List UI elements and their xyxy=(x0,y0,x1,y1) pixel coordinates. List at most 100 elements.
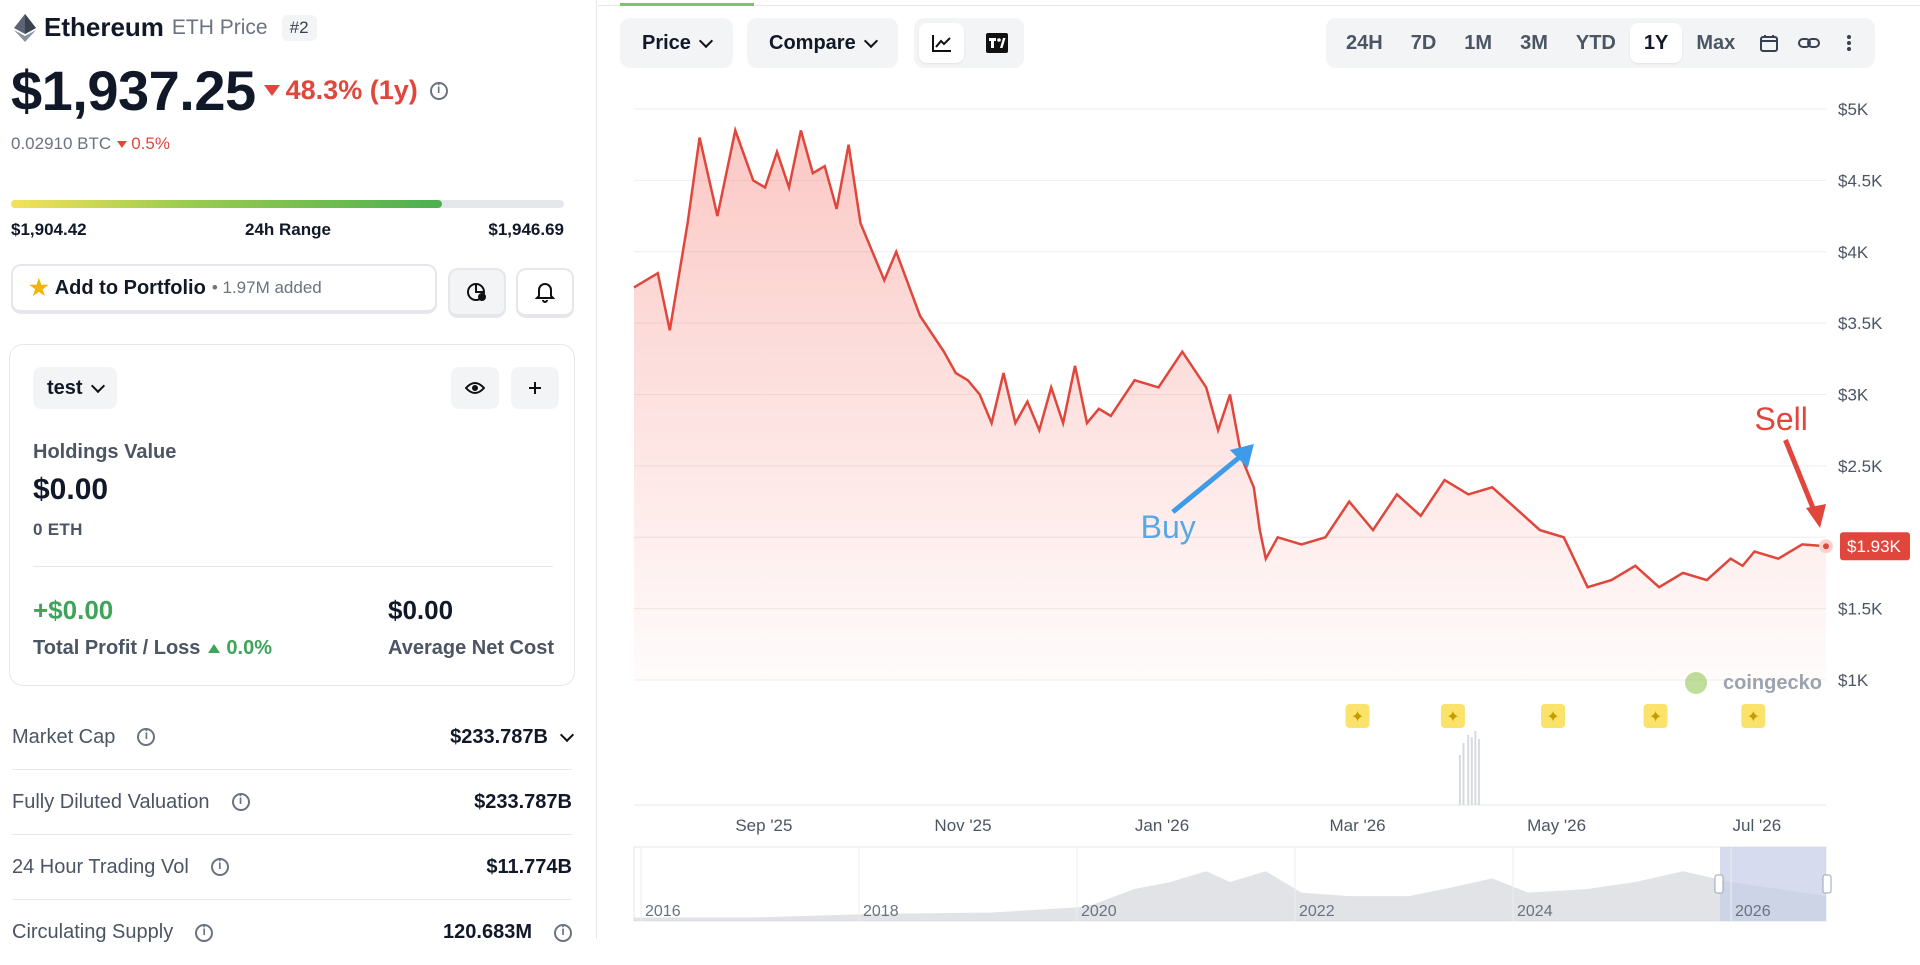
compare-dropdown-label: Compare xyxy=(769,31,856,54)
add-transaction-button[interactable] xyxy=(511,367,559,409)
range-24h-low: $1,904.42 xyxy=(11,220,87,239)
compare-dropdown[interactable]: Compare xyxy=(747,18,898,68)
coingecko-logo-icon xyxy=(1685,672,1707,694)
buy-arrowhead xyxy=(1229,444,1254,468)
event-marker xyxy=(1541,704,1566,728)
price-alert-button[interactable] xyxy=(516,268,574,318)
range-max-button[interactable]: Max xyxy=(1696,31,1736,54)
share-link-button[interactable] xyxy=(1789,23,1829,63)
price-change-1y: 48.3% (1y) xyxy=(263,75,418,106)
event-marker xyxy=(1345,704,1370,728)
average-net-cost-label: Average Net Cost xyxy=(388,637,554,659)
y-tick-label: $5K xyxy=(1838,100,1869,119)
info-icon[interactable] xyxy=(137,728,156,746)
navigator-area xyxy=(634,871,1826,921)
coin-symbol-label: ETH Price xyxy=(171,15,268,39)
coin-header: Ethereum ETH Price #2 xyxy=(14,12,317,43)
coin-info-panel: Ethereum ETH Price #2 $1,937.25 48.3% (1… xyxy=(0,0,598,943)
buy-arrow xyxy=(1171,450,1248,514)
price-chart[interactable]: $5K $4.5K $4K $3.5K $3K $2.5K $1.5K $1K Sep '25… xyxy=(598,0,1920,939)
range-3m-button[interactable]: 3M xyxy=(1520,31,1548,54)
pie-chart-icon xyxy=(467,283,486,301)
profit-loss-pct-value: 0.0% xyxy=(226,637,273,659)
divider xyxy=(33,566,553,567)
sell-arrow xyxy=(1783,439,1820,519)
portfolio-select[interactable]: test xyxy=(33,367,117,409)
coin-price: $1,937.25 xyxy=(11,59,256,122)
btc-change-value: 0.5% xyxy=(131,134,170,153)
price-line xyxy=(633,125,1827,589)
range-ytd-button[interactable]: YTD xyxy=(1575,31,1616,54)
info-icon[interactable] xyxy=(429,81,448,100)
volume-bar xyxy=(1470,737,1473,805)
add-to-portfolio-button[interactable]: ★ Add to Portfolio • 1.97M added xyxy=(11,264,437,314)
price-dropdown-label: Price xyxy=(642,31,691,54)
navigator-selection[interactable] xyxy=(1720,847,1826,921)
x-tick-label: Mar '26 xyxy=(1329,816,1385,835)
sell-arrowhead xyxy=(1806,504,1827,528)
volume-bar xyxy=(1477,739,1480,805)
stat-label: Circulating Supply xyxy=(12,921,174,943)
bell-icon xyxy=(535,283,555,303)
plus-icon xyxy=(529,382,541,394)
x-tick-label: Jul '26 xyxy=(1733,816,1782,835)
stat-label: Market Cap xyxy=(12,725,116,748)
price-row: $1,937.25 48.3% (1y) xyxy=(11,58,448,123)
range-7d-button[interactable]: 7D xyxy=(1410,31,1437,54)
sell-annotation: Sell xyxy=(1754,401,1827,528)
range-1m-button[interactable]: 1M xyxy=(1464,31,1493,54)
stat-value: 120.683M xyxy=(443,921,532,943)
sparkle-icon: ✦ xyxy=(1351,707,1364,726)
holdings-eth: 0 ETH xyxy=(33,520,83,539)
price-dropdown[interactable]: Price xyxy=(620,18,733,68)
volume-bar xyxy=(1474,731,1477,805)
range-24h-fill xyxy=(11,200,443,208)
current-price-marker: $1.93K xyxy=(1819,532,1910,561)
sell-label: Sell xyxy=(1754,401,1807,437)
navigator-right-handle[interactable] xyxy=(1822,874,1832,894)
panel-divider xyxy=(596,0,597,939)
more-options-button[interactable] xyxy=(1829,23,1869,63)
current-price-label: $1.93K xyxy=(1847,537,1902,556)
price-change-1y-value: 48.3% (1y) xyxy=(285,75,418,105)
y-tick-label: $1K xyxy=(1838,671,1869,690)
down-triangle-icon xyxy=(263,85,280,96)
volume-bars xyxy=(1458,731,1480,805)
date-range-button[interactable] xyxy=(1749,23,1789,63)
tradingview-button[interactable] xyxy=(974,23,1019,63)
portfolio-toggle-button[interactable] xyxy=(448,268,506,318)
stat-trading-volume: 24 Hour Trading Vol $11.774B xyxy=(12,835,572,900)
toggle-visibility-button[interactable] xyxy=(451,367,499,409)
profit-loss-label: Total Profit / Loss xyxy=(33,637,201,659)
navigator-year: 2024 xyxy=(1517,903,1553,920)
more-vertical-icon xyxy=(1847,35,1852,51)
info-icon[interactable] xyxy=(231,793,250,811)
tradingview-icon xyxy=(985,33,1008,53)
chevron-down-icon[interactable] xyxy=(559,727,575,742)
portfolio-card: test Holdings Value $0.00 0 ETH +$0.00 T… xyxy=(9,344,575,686)
range-1y-button[interactable]: 1Y xyxy=(1629,23,1683,63)
navigator-left-handle[interactable] xyxy=(1714,874,1724,894)
sparkle-icon: ✦ xyxy=(1546,707,1559,726)
line-chart-icon xyxy=(931,35,951,52)
navigator-year: 2022 xyxy=(1299,903,1335,920)
event-marker xyxy=(1741,704,1766,728)
star-icon: ★ xyxy=(29,275,49,300)
range-24h-button[interactable]: 24H xyxy=(1346,31,1383,54)
coin-name: Ethereum xyxy=(44,12,164,42)
line-chart-button[interactable] xyxy=(919,23,964,63)
divider xyxy=(598,5,1920,6)
btc-price-row: 0.02910 BTC 0.5% xyxy=(11,134,170,154)
watermark-text: coingecko xyxy=(1723,672,1822,694)
y-tick-label: $4K xyxy=(1838,243,1869,262)
sparkle-icon: ✦ xyxy=(1747,707,1760,726)
coingecko-watermark: coingecko xyxy=(1685,672,1822,694)
x-axis: Sep '25 Nov '25 Jan '26 Mar '26 May '26 Jul '… xyxy=(735,816,1781,835)
volume-bar xyxy=(1467,735,1470,805)
x-tick-label: May '26 xyxy=(1527,816,1586,835)
calendar-icon xyxy=(1760,35,1779,52)
info-icon[interactable] xyxy=(210,858,229,876)
stat-value: $233.787B xyxy=(450,725,548,748)
range-navigator[interactable]: 2016 2018 2020 2022 2024 2026 xyxy=(633,846,1832,922)
range-24h-bar xyxy=(11,200,564,208)
